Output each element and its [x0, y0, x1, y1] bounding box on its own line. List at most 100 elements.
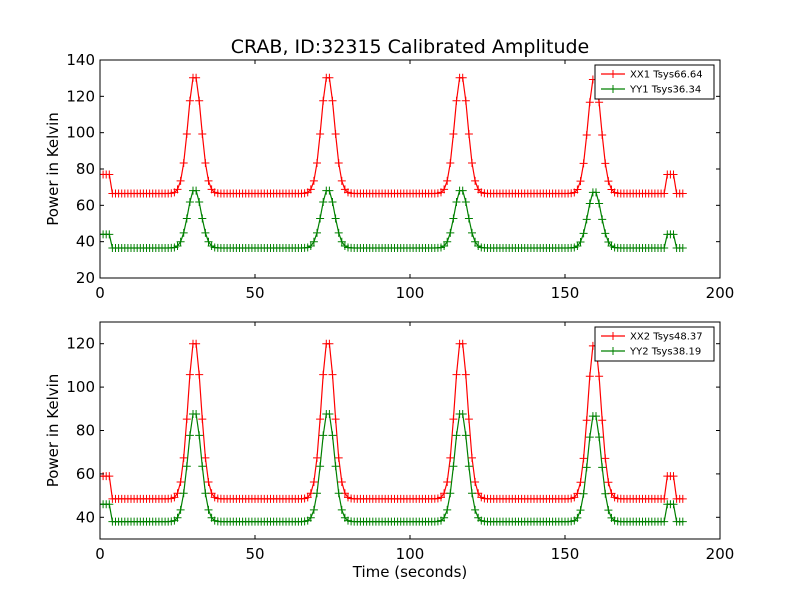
data-point-marker: [601, 159, 610, 168]
data-point-marker: [443, 505, 452, 514]
data-point-marker: [669, 472, 678, 481]
data-point-marker: [660, 494, 669, 503]
data-point-marker: [331, 130, 340, 139]
data-point-marker: [313, 228, 321, 237]
data-point-marker: [328, 370, 337, 379]
data-point-marker: [201, 158, 210, 167]
data-point-marker: [319, 96, 328, 105]
data-point-marker: [601, 229, 610, 238]
y-tick-label: 20: [76, 269, 95, 287]
data-point-marker: [337, 237, 346, 246]
data-point-marker: [576, 237, 585, 246]
data-point-marker: [669, 230, 678, 239]
data-point-marker: [319, 198, 328, 207]
subplot-2: 0 50 100 150 200 40 60 80 100 120 Power in Kelvin T…: [44, 321, 734, 581]
x-tick-label: 0: [95, 545, 105, 563]
data-point-marker: [173, 241, 182, 250]
data-point-marker: [325, 186, 334, 195]
data-point-marker: [598, 416, 607, 425]
data-point-marker: [660, 189, 669, 198]
data-point-marker: [309, 505, 318, 514]
data-point-marker: [579, 454, 588, 463]
data-point-marker: [185, 370, 194, 379]
data-point-marker: [179, 158, 188, 167]
y-tick-label: 120: [66, 87, 95, 105]
data-point-marker: [182, 415, 191, 424]
data-point-marker: [471, 176, 480, 185]
data-point-marker: [309, 237, 318, 246]
data-point-marker: [198, 130, 207, 139]
data-point-marker: [303, 493, 312, 502]
data-point-marker: [176, 505, 185, 514]
data-point-marker: [334, 158, 343, 167]
x-tick-label: 50: [245, 545, 264, 563]
data-point-marker: [582, 215, 591, 224]
data-point-marker: [316, 214, 325, 223]
data-point-marker: [195, 96, 204, 105]
x-tick-label: 200: [706, 284, 735, 302]
data-point-marker: [461, 198, 470, 207]
data-point-marker: [579, 489, 588, 498]
data-point-marker: [316, 130, 325, 139]
data-point-marker: [601, 489, 610, 498]
data-point-marker: [604, 478, 613, 487]
series-1-1: [100, 73, 687, 198]
data-point-marker: [579, 159, 588, 168]
data-point-marker: [458, 410, 467, 418]
y-tick-label: 80: [76, 422, 95, 440]
legend-label: YY1 Tsys36.34: [629, 85, 701, 96]
data-point-marker: [331, 462, 340, 471]
data-point-marker: [331, 214, 340, 223]
data-point-marker: [669, 170, 678, 179]
legend-box: [594, 326, 715, 362]
data-point-marker: [449, 415, 458, 424]
data-point-marker: [195, 431, 204, 440]
x-tick-label: 0: [95, 284, 105, 302]
y-tick-label: 60: [76, 465, 95, 483]
data-point-marker: [325, 410, 334, 418]
data-point-marker: [573, 242, 582, 251]
data-point-marker: [446, 489, 455, 498]
data-point-marker: [595, 98, 604, 107]
data-point-marker: [204, 237, 213, 246]
data-point-marker: [604, 237, 613, 246]
data-point-marker: [452, 431, 461, 440]
plots-container: 0 50 100 150 200 20 40 60 80 100 120 140 Power in Ke…: [44, 51, 734, 581]
data-point-marker: [446, 228, 455, 237]
data-point-marker: [660, 244, 669, 253]
data-point-marker: [461, 431, 470, 440]
data-point-marker: [464, 415, 473, 424]
data-point-marker: [319, 431, 328, 440]
data-point-marker: [443, 237, 452, 246]
data-point-marker: [176, 176, 185, 185]
data-point-marker: [182, 214, 191, 223]
data-point-marker: [201, 489, 210, 498]
data-point-marker: [325, 339, 334, 348]
data-point-marker: [461, 370, 470, 379]
x-tick-label: 100: [396, 545, 425, 563]
data-point-marker: [573, 513, 582, 522]
y-tick-label: 60: [76, 196, 95, 214]
data-point-marker: [458, 339, 467, 348]
data-point-marker: [464, 214, 473, 223]
legend-marker: [609, 332, 617, 340]
y-tick-label: 40: [76, 233, 95, 251]
data-point-marker: [328, 431, 337, 440]
data-point-marker: [198, 415, 207, 424]
legend-marker: [609, 85, 617, 93]
data-point-marker: [443, 477, 452, 486]
data-point-marker: [195, 198, 204, 207]
legend: XX2 Tsys48.37 YY2 Tsys38.19: [594, 326, 715, 362]
data-point-marker: [440, 185, 449, 194]
data-point-marker: [337, 477, 346, 486]
data-point-marker: [468, 489, 476, 498]
data-point-marker: [328, 198, 337, 207]
data-point-marker: [204, 505, 213, 514]
data-point-marker: [440, 513, 449, 522]
data-point-marker: [306, 185, 315, 194]
data-point-marker: [331, 415, 340, 424]
data-point-marker: [313, 453, 321, 462]
data-point-marker: [592, 188, 600, 197]
data-point-marker: [437, 493, 445, 502]
data-point-marker: [446, 158, 455, 167]
